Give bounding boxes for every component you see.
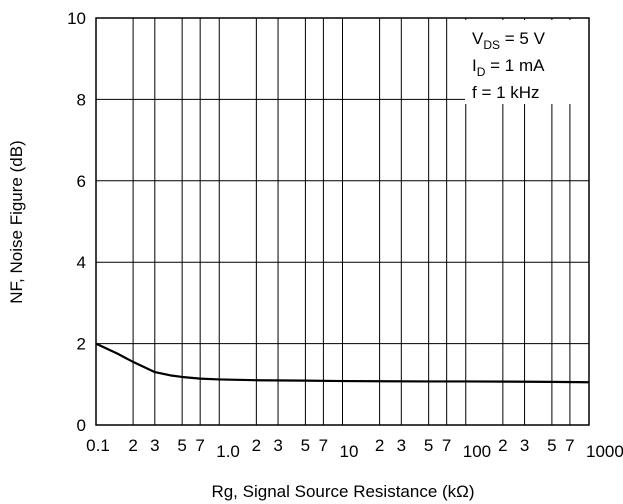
condition-frequency: f = 1 kHz	[472, 83, 540, 102]
x-tick-label: 5	[547, 436, 556, 455]
x-tick-label: 7	[319, 436, 328, 455]
noise-figure-series-line	[95, 342, 590, 384]
condition-vds: VDS = 5 V	[472, 29, 546, 52]
x-tick-label: 2	[252, 436, 261, 455]
x-tick-label: 5	[301, 436, 310, 455]
y-tick-labels: 0 2 4 6 8 10	[67, 9, 86, 435]
x-tick-label: 2	[128, 436, 137, 455]
x-tick-label: 7	[195, 436, 204, 455]
condition-id: ID = 1 mA	[472, 56, 545, 79]
x-tick-label: 3	[150, 436, 159, 455]
x-tick-label: 3	[520, 436, 529, 455]
y-axis-title: NF, Noise Figure (dB)	[7, 140, 26, 303]
plot-frame	[95, 17, 590, 426]
y-tick-label: 2	[77, 335, 86, 354]
x-tick-label: 2	[498, 436, 507, 455]
y-tick-label: 4	[77, 253, 86, 272]
condition-box: VDS = 5 V ID = 1 mA f = 1 kHz	[465, 20, 589, 104]
x-tick-label: 0.1	[86, 436, 110, 455]
x-tick-label: 100	[463, 442, 491, 461]
x-tick-labels: 0.1 2 3 5 7 1.0 2 3 5 7 10 2 3 5 7 100 2 3 5 7 1000	[86, 436, 623, 461]
condition-box-background	[465, 20, 589, 104]
x-tick-label: 3	[397, 436, 406, 455]
x-tick-label: 2	[375, 436, 384, 455]
x-tick-label: 3	[273, 436, 282, 455]
y-tick-label: 0	[77, 416, 86, 435]
y-tick-label: 8	[77, 90, 86, 109]
plot-border	[95, 17, 590, 426]
y-tick-label: 10	[67, 9, 86, 28]
x-tick-label: 5	[177, 436, 186, 455]
x-tick-label: 1000	[586, 442, 623, 461]
x-axis-title: Rg, Signal Source Resistance (kΩ)	[211, 482, 474, 501]
x-tick-label: 7	[565, 436, 574, 455]
y-tick-label: 6	[77, 172, 86, 191]
x-tick-label: 7	[442, 436, 451, 455]
x-tick-label: 1.0	[216, 442, 240, 461]
series-layer	[95, 342, 590, 384]
x-tick-label: 10	[340, 442, 359, 461]
x-tick-label: 5	[424, 436, 433, 455]
